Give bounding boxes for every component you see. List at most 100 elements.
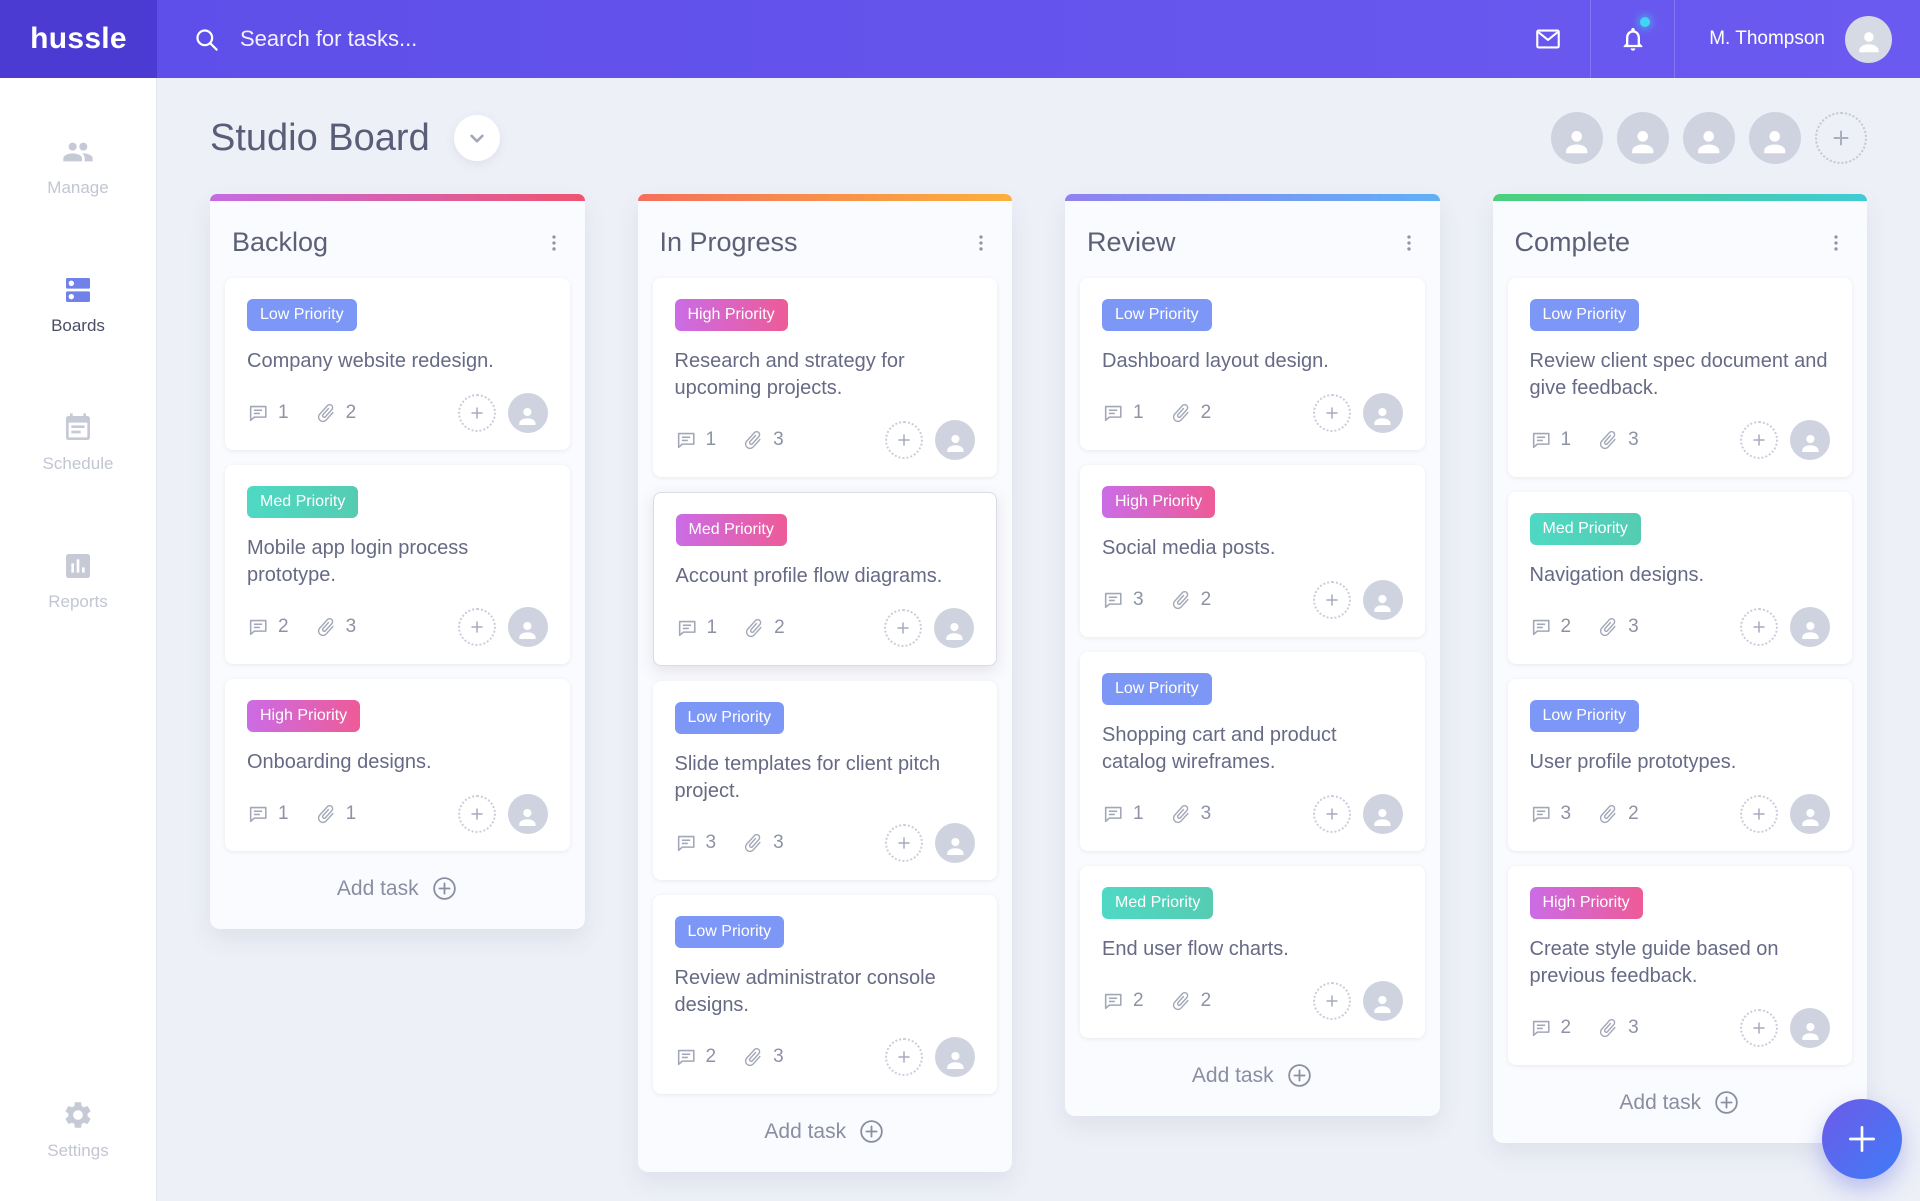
assign-member-button[interactable]	[1740, 1009, 1778, 1047]
add-member-button[interactable]	[1815, 112, 1867, 164]
team-member-avatar[interactable]	[1749, 112, 1801, 164]
sidebar-item-settings[interactable]: Settings	[47, 1099, 109, 1161]
task-card[interactable]: High Priority Create style guide based on…	[1507, 866, 1852, 1065]
boards-icon	[66, 278, 90, 302]
task-card[interactable]: Med Priority Mobile app login process pro…	[225, 465, 570, 664]
assignee-avatar[interactable]	[1362, 794, 1403, 834]
assign-member-button[interactable]	[457, 394, 496, 432]
assignee-avatar[interactable]	[1362, 393, 1403, 433]
plus-icon	[898, 837, 910, 849]
task-card[interactable]: High Priority Social media posts. 3 2	[1080, 465, 1425, 637]
assignee-avatar[interactable]	[935, 1037, 975, 1077]
task-card[interactable]: Med Priority Navigation designs. 2 3	[1507, 492, 1852, 664]
assign-member-button[interactable]	[1740, 608, 1778, 646]
add-task-label: Add task	[764, 1119, 847, 1143]
person-icon	[1374, 594, 1391, 612]
comments-meta: 2	[1102, 990, 1144, 1012]
board-switcher-button[interactable]	[453, 115, 500, 161]
assignee-avatar[interactable]	[934, 608, 974, 648]
assignee-avatar[interactable]	[1790, 607, 1830, 647]
assign-member-button[interactable]	[885, 421, 923, 459]
column-menu-button[interactable]	[966, 228, 996, 258]
priority-badge: Low Priority	[674, 916, 785, 948]
column-title: Review	[1087, 227, 1176, 257]
search-input[interactable]	[240, 26, 760, 52]
assign-member-button[interactable]	[885, 1038, 923, 1076]
assign-member-button[interactable]	[457, 795, 496, 833]
task-card[interactable]: Low Priority Slide templates for client p…	[652, 681, 997, 880]
assignee-avatar[interactable]	[935, 420, 975, 460]
notifications-button[interactable]	[1590, 0, 1674, 78]
attachment-count: 3	[773, 832, 784, 853]
task-card[interactable]: Low Priority User profile prototypes. 3 2	[1507, 679, 1852, 851]
add-task-button[interactable]: Add task	[210, 851, 585, 929]
assignee-avatar[interactable]	[1362, 981, 1403, 1021]
assignee-avatar[interactable]	[1362, 580, 1403, 620]
person-icon	[945, 622, 963, 640]
attachments-meta: 2	[1170, 402, 1211, 424]
column-menu-button[interactable]	[1821, 228, 1851, 258]
comment-count: 3	[1560, 803, 1572, 824]
task-card[interactable]: Low Priority Dashboard layout design. 1 2	[1080, 278, 1425, 450]
task-card[interactable]: Low Priority Shopping cart and product ca…	[1080, 652, 1425, 851]
plus-icon	[898, 434, 910, 446]
task-title: Social media posts.	[1102, 537, 1276, 559]
create-task-fab[interactable]	[1822, 1099, 1902, 1179]
assignee-avatar[interactable]	[935, 823, 975, 863]
task-card[interactable]: Low Priority Review client spec document …	[1507, 278, 1852, 477]
team-member-avatar[interactable]	[1683, 112, 1735, 164]
sidebar-item-reports[interactable]: Reports	[48, 550, 108, 612]
assign-member-button[interactable]	[1312, 394, 1351, 432]
team-member-avatar[interactable]	[1551, 112, 1603, 164]
assignee-avatar[interactable]	[1790, 794, 1830, 834]
comment-icon	[249, 619, 267, 636]
assignee-avatar[interactable]	[1790, 1008, 1830, 1048]
plus-circle-icon	[1715, 1091, 1738, 1114]
mail-button[interactable]	[1506, 0, 1590, 78]
task-card[interactable]: Med Priority End user flow charts. 2 2	[1080, 866, 1425, 1038]
add-task-button[interactable]: Add task	[1065, 1038, 1440, 1116]
assign-member-button[interactable]	[1312, 795, 1351, 833]
assign-member-button[interactable]	[1740, 421, 1778, 459]
attachment-count: 3	[1628, 429, 1639, 450]
priority-badge: High Priority	[247, 700, 361, 732]
person-icon	[1698, 130, 1720, 154]
sidebar-item-manage[interactable]: Manage	[47, 136, 109, 198]
comments-meta: 3	[1530, 803, 1572, 825]
add-task-button[interactable]: Add task	[638, 1094, 1013, 1172]
sidebar-item-boards[interactable]: Boards	[51, 274, 105, 336]
plus-icon	[1753, 808, 1765, 820]
assignee-avatar[interactable]	[1790, 420, 1830, 460]
assign-member-button[interactable]	[884, 609, 922, 647]
assignee-avatar[interactable]	[507, 393, 548, 433]
assign-member-button[interactable]	[1312, 982, 1351, 1020]
task-card[interactable]: Med Priority Account profile flow diagram…	[652, 492, 997, 666]
assignee-avatar[interactable]	[507, 607, 548, 647]
board-column-backlog: Backlog Low Priority Company website redes…	[210, 194, 585, 929]
paperclip-icon	[317, 403, 334, 423]
assign-member-button[interactable]	[885, 824, 923, 862]
user-menu[interactable]: M. Thompson	[1674, 0, 1920, 78]
priority-badge: Low Priority	[1529, 299, 1640, 331]
task-card[interactable]: Low Priority Company website redesign. 1 2	[225, 278, 570, 450]
column-accent-bar	[1065, 194, 1440, 201]
user-avatar[interactable]	[1845, 15, 1892, 63]
task-card[interactable]: Low Priority Review administrator console…	[652, 895, 997, 1094]
task-card[interactable]: High Priority Research and strategy for u…	[652, 278, 997, 477]
assign-member-button[interactable]	[1312, 581, 1351, 619]
add-task-button[interactable]: Add task	[1493, 1065, 1868, 1143]
attachments-meta: 3	[1597, 429, 1639, 451]
plus-icon	[897, 622, 909, 634]
bar-chart-icon	[66, 554, 90, 578]
column-menu-button[interactable]	[539, 228, 569, 258]
paperclip-icon	[1172, 804, 1189, 824]
column-menu-button[interactable]	[1394, 228, 1424, 258]
app-logo-text: hussle	[30, 22, 127, 55]
team-member-avatar[interactable]	[1617, 112, 1669, 164]
assign-member-button[interactable]	[457, 608, 496, 646]
task-card[interactable]: High Priority Onboarding designs. 1 1	[225, 679, 570, 851]
sidebar-item-schedule[interactable]: Schedule	[43, 412, 113, 474]
assign-member-button[interactable]	[1740, 795, 1778, 833]
assignee-avatar[interactable]	[507, 794, 548, 834]
comments-meta: 2	[1530, 1017, 1571, 1039]
